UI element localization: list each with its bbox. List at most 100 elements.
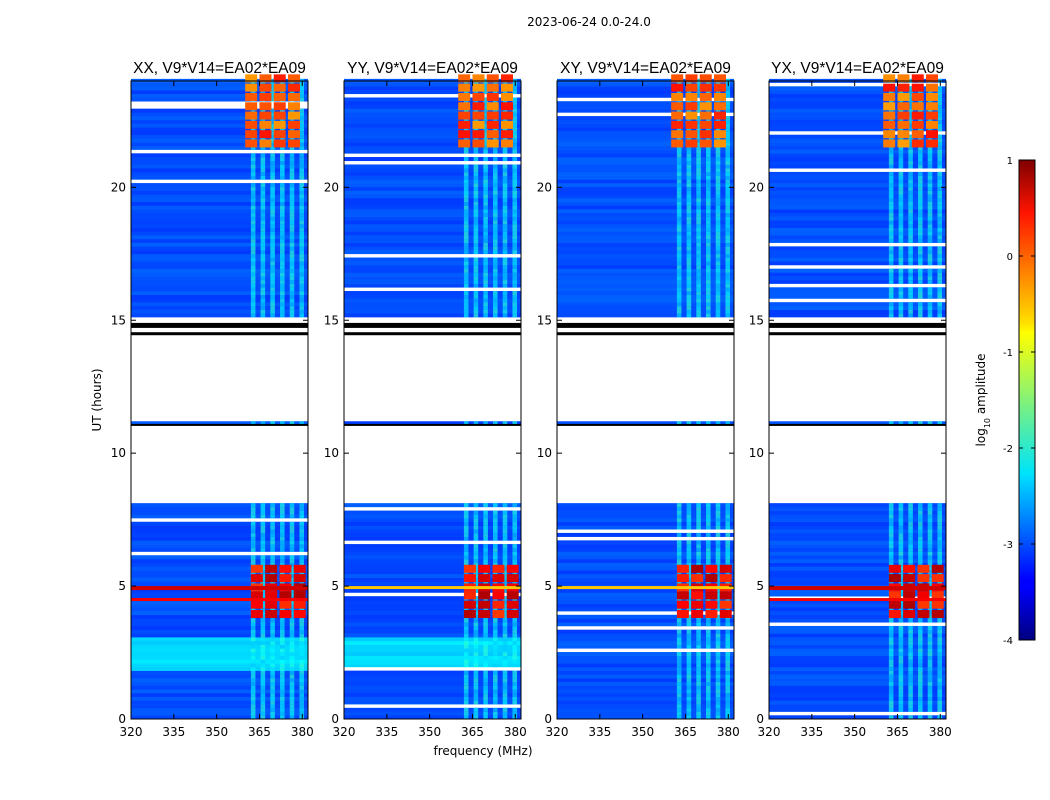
spectrum-row (557, 235, 734, 240)
rfi-stripe (706, 294, 711, 299)
rfi-stripe (676, 205, 682, 210)
rfi-stripe (937, 506, 943, 511)
rfi-stripe (898, 246, 904, 251)
rfi-stripe (725, 305, 731, 310)
rfi-stripe (908, 287, 913, 292)
spectrum-row (131, 309, 308, 314)
spectrum-row (557, 86, 734, 91)
spectrum-row (557, 614, 734, 619)
spectrum-row (344, 142, 521, 147)
rfi-stripe (725, 186, 731, 191)
rfi-stripe (289, 521, 295, 526)
rfi-stripe (715, 532, 721, 537)
y-tick-label: 5 (331, 579, 339, 593)
rfi-stripe (715, 261, 721, 266)
rfi-stripe (270, 670, 275, 675)
rfi-stripe (280, 168, 285, 173)
rfi-stripe (918, 700, 923, 705)
rfi-stripe (483, 268, 488, 273)
bright-cell (259, 130, 272, 139)
rfi-stripe (725, 704, 731, 709)
rfi-stripe (260, 618, 266, 623)
spectrum-row (131, 145, 308, 150)
rfi-stripe (937, 97, 943, 102)
rfi-stripe (502, 283, 508, 288)
rfi-stripe (918, 179, 923, 184)
rfi-stripe (280, 194, 285, 199)
rfi-stripe (483, 123, 488, 128)
rfi-stripe (898, 186, 904, 191)
rfi-stripe (898, 279, 904, 284)
rfi-stripe (493, 670, 498, 675)
rfi-stripe (715, 153, 721, 158)
rfi-stripe (270, 283, 275, 288)
rfi-stripe (908, 276, 913, 281)
rfi-stripe (927, 224, 933, 229)
rfi-stripe (696, 209, 701, 214)
spectrum-row (344, 611, 521, 616)
rfi-stripe (270, 160, 275, 165)
rfi-stripe (696, 190, 701, 195)
rfi-stripe (512, 112, 518, 117)
rfi-stripe (676, 149, 682, 154)
rfi-stripe (888, 279, 894, 284)
rfi-stripe (706, 145, 711, 150)
rfi-stripe (270, 190, 275, 195)
x-tick-label: 350 (843, 725, 866, 739)
rfi-stripe (250, 224, 256, 229)
bright-cell (501, 120, 514, 129)
rfi-stripe (918, 212, 923, 217)
rfi-stripe (725, 298, 731, 303)
rfi-stripe (299, 309, 305, 314)
rfi-stripe (502, 663, 508, 668)
rfi-stripe (918, 547, 923, 552)
rfi-stripe (289, 305, 295, 310)
flag-band (131, 322, 308, 328)
rfi-stripe (463, 268, 469, 273)
rfi-stripe (676, 145, 682, 150)
rfi-stripe (502, 599, 508, 604)
flag-band (344, 332, 521, 336)
rfi-stripe (512, 681, 518, 686)
rfi-stripe (473, 518, 479, 523)
rfi-stripe (888, 551, 894, 556)
spectrum-row (131, 577, 308, 582)
rfi-stripe (725, 640, 731, 645)
spectrum-row (769, 715, 946, 720)
rfi-stripe (888, 149, 894, 154)
rfi-stripe (270, 164, 275, 169)
rfi-stripe (676, 670, 682, 675)
rfi-stripe (250, 164, 256, 169)
rfi-stripe (908, 581, 913, 586)
flag-band (769, 322, 946, 328)
rfi-stripe (696, 179, 701, 184)
rfi-stripe (927, 183, 933, 188)
spectrum-row (344, 291, 521, 296)
bright-cell (458, 111, 471, 120)
rfi-stripe (299, 261, 305, 266)
rfi-stripe (927, 532, 933, 537)
rfi-stripe (289, 577, 295, 582)
rfi-stripe (250, 209, 256, 214)
rfi-stripe (280, 529, 285, 534)
rfi-stripe (512, 97, 518, 102)
spectrum-row (344, 577, 521, 582)
rfi-stripe (706, 704, 711, 709)
rfi-stripe (725, 250, 731, 255)
rfi-stripe (937, 700, 943, 705)
spectrum-row (344, 90, 521, 95)
rfi-stripe (888, 558, 894, 563)
rfi-stripe (473, 581, 479, 586)
rfi-stripe (299, 216, 305, 221)
figure-title: 2023-06-24 0.0-24.0 (527, 15, 651, 29)
rfi-stripe (512, 629, 518, 634)
rfi-stripe (725, 715, 731, 720)
rfi-stripe (918, 276, 923, 281)
rfi-stripe (908, 97, 913, 102)
rfi-stripe (502, 272, 508, 277)
bright-cell (714, 111, 727, 120)
rfi-stripe (250, 276, 256, 281)
rfi-stripe (898, 648, 904, 653)
rfi-stripe (918, 581, 923, 586)
rfi-stripe (696, 279, 701, 284)
